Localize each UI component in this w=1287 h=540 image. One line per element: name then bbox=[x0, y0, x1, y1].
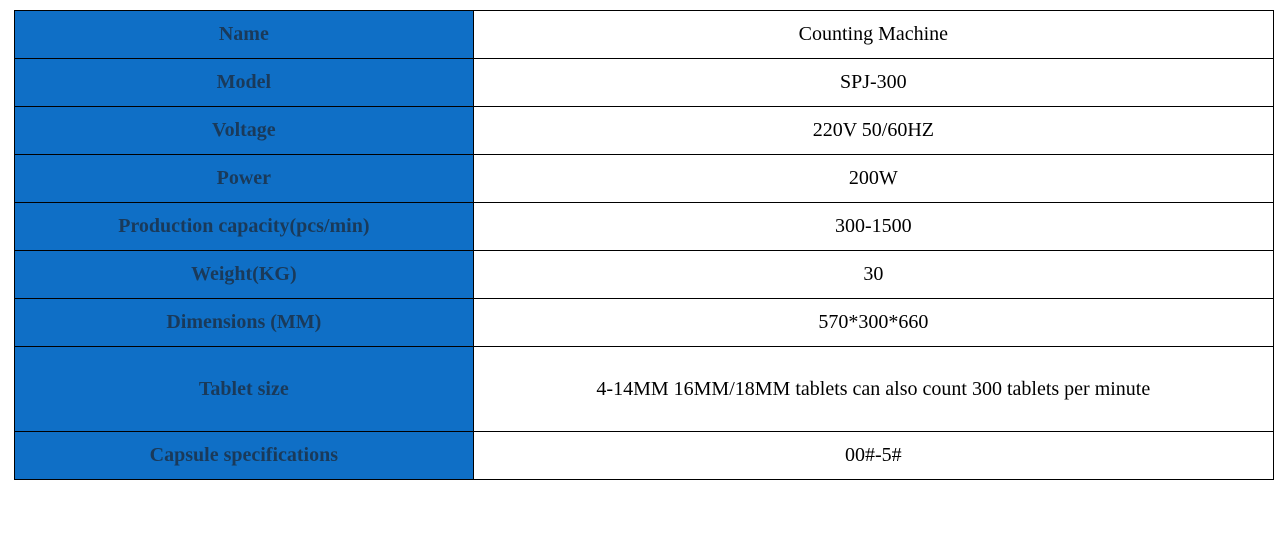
spec-label: Name bbox=[14, 11, 474, 59]
spec-value: 220V 50/60HZ bbox=[474, 107, 1273, 155]
spec-value: 00#-5# bbox=[474, 432, 1273, 480]
spec-label: Power bbox=[14, 155, 474, 203]
spec-value: Counting Machine bbox=[474, 11, 1273, 59]
spec-label: Model bbox=[14, 59, 474, 107]
spec-label: Production capacity(pcs/min) bbox=[14, 203, 474, 251]
spec-label: Weight(KG) bbox=[14, 251, 474, 299]
spec-label: Tablet size bbox=[14, 347, 474, 432]
table-row: Model SPJ-300 bbox=[14, 59, 1273, 107]
spec-value: 570*300*660 bbox=[474, 299, 1273, 347]
spec-label: Dimensions (MM) bbox=[14, 299, 474, 347]
spec-label: Capsule specifications bbox=[14, 432, 474, 480]
table-row: Name Counting Machine bbox=[14, 11, 1273, 59]
spec-value: 300-1500 bbox=[474, 203, 1273, 251]
spec-value: 200W bbox=[474, 155, 1273, 203]
table-row: Production capacity(pcs/min) 300-1500 bbox=[14, 203, 1273, 251]
table-row: Power 200W bbox=[14, 155, 1273, 203]
table-body: Name Counting Machine Model SPJ-300 Volt… bbox=[14, 11, 1273, 480]
table-row: Tablet size 4-14MM 16MM/18MM tablets can… bbox=[14, 347, 1273, 432]
table-row: Voltage 220V 50/60HZ bbox=[14, 107, 1273, 155]
spec-value: 4-14MM 16MM/18MM tablets can also count … bbox=[474, 347, 1273, 432]
spec-value: SPJ-300 bbox=[474, 59, 1273, 107]
table-row: Dimensions (MM) 570*300*660 bbox=[14, 299, 1273, 347]
table-row: Capsule specifications 00#-5# bbox=[14, 432, 1273, 480]
table-row: Weight(KG) 30 bbox=[14, 251, 1273, 299]
spec-label: Voltage bbox=[14, 107, 474, 155]
spec-value: 30 bbox=[474, 251, 1273, 299]
specification-table: Name Counting Machine Model SPJ-300 Volt… bbox=[14, 10, 1274, 480]
